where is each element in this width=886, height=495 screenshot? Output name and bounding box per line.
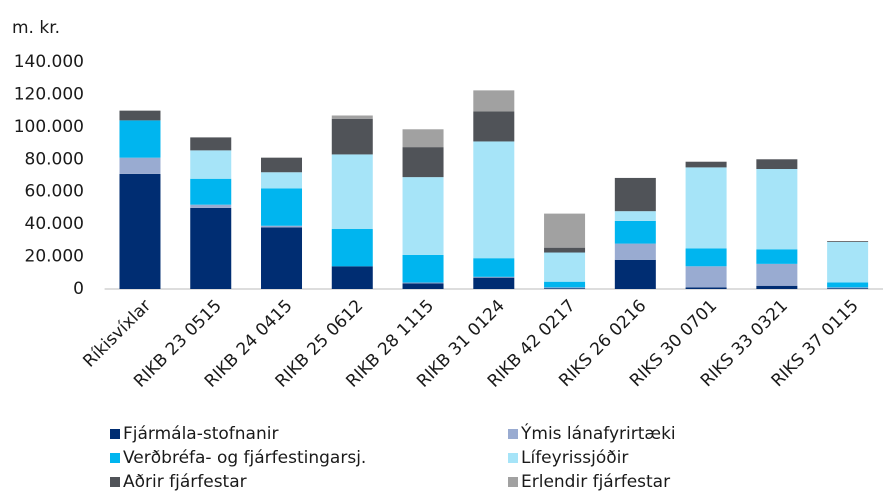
bar-segment	[614, 220, 656, 244]
legend-label: Erlendir fjárfestar	[521, 472, 670, 492]
legend-label: Lífeyrissjóðir	[521, 448, 628, 468]
bar-segment	[614, 259, 656, 289]
y-tick-label: 40.000	[25, 214, 84, 234]
y-tick-label: 120.000	[14, 84, 84, 104]
bar-segment	[402, 147, 444, 178]
bar-segment	[331, 266, 373, 289]
bar-segment	[544, 213, 586, 248]
bar-segment	[190, 207, 232, 289]
bar-segment	[614, 243, 656, 260]
bar-segment	[119, 110, 161, 121]
y-tick-label: 60.000	[25, 182, 84, 202]
bar-segment	[190, 137, 232, 151]
bar-segment	[685, 266, 727, 288]
legend-label: Fjármála-stofnanir	[123, 424, 278, 444]
bar-segment	[614, 211, 656, 221]
bar-segment	[756, 169, 798, 250]
legend-swatch	[110, 477, 120, 487]
bar-segment	[827, 288, 869, 289]
y-tick-label: 20.000	[25, 247, 84, 267]
bar-segment	[685, 248, 727, 267]
legend-label: Verðbréfa- og fjárfestingarsj.	[123, 448, 366, 468]
legend-swatch	[508, 453, 518, 463]
bar-segment	[685, 167, 727, 249]
bar-segment	[473, 258, 515, 277]
bar-segment	[544, 287, 586, 289]
bar-segment	[544, 281, 586, 288]
bar-segment	[473, 141, 515, 259]
bar-segment	[402, 177, 444, 255]
bar-segment	[685, 287, 727, 289]
bar-segment	[402, 254, 444, 283]
bar-segment	[331, 115, 373, 119]
bar-segment	[756, 263, 798, 286]
bar-segment	[614, 177, 656, 212]
bar-segment	[827, 241, 869, 242]
bar-segment	[473, 90, 515, 112]
bar-segment	[756, 249, 798, 264]
bar-segment	[827, 282, 869, 288]
bar-segment	[331, 118, 373, 155]
y-tick-label: 100.000	[14, 117, 84, 137]
bar-segment	[473, 277, 515, 289]
bar-segment	[827, 241, 869, 283]
bar-segment	[261, 188, 303, 226]
bar-segment	[402, 282, 444, 284]
bar-segment	[119, 157, 161, 174]
bar-segment	[261, 157, 303, 173]
bar-segment	[756, 159, 798, 170]
bar-segment	[261, 225, 303, 228]
y-tick-label: 0	[73, 279, 84, 299]
bar-segment	[685, 161, 727, 168]
bar-segment	[756, 285, 798, 289]
x-tick-label: Ríkisvíxlar	[79, 296, 155, 372]
bar-segment	[119, 120, 161, 158]
legend-swatch	[110, 453, 120, 463]
legend-swatch	[508, 429, 518, 439]
legend-swatch	[508, 477, 518, 487]
bar-segment	[119, 173, 161, 289]
bar-segment	[402, 129, 444, 148]
bar-segment	[190, 150, 232, 179]
bar-segment	[544, 252, 586, 282]
bar-segment	[261, 227, 303, 289]
legend-label: Aðrir fjárfestar	[123, 472, 247, 492]
bar-segment	[331, 229, 373, 267]
bar-segment	[827, 287, 869, 289]
bar-segment	[261, 172, 303, 189]
bar-segment	[544, 247, 586, 253]
y-tick-label: 140.000	[14, 52, 84, 72]
bar-segment	[402, 283, 444, 289]
bar-segment	[190, 178, 232, 205]
bar-segment	[190, 204, 232, 208]
bar-segment	[473, 111, 515, 142]
bar-segment	[331, 154, 373, 230]
y-axis-label: m. kr.	[12, 18, 60, 38]
legend-swatch	[110, 429, 120, 439]
bar-segment	[473, 276, 515, 278]
bar-segment	[544, 288, 586, 289]
legend-label: Ýmis lánafyrirtæki	[520, 422, 676, 444]
y-tick-label: 80.000	[25, 149, 84, 169]
